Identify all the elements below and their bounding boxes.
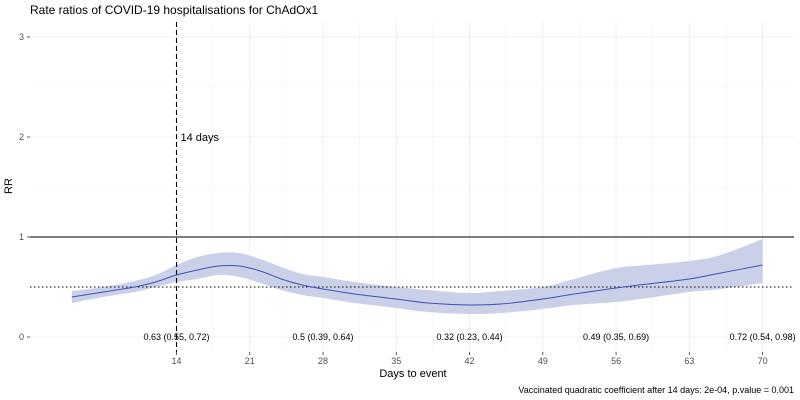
y-tick-label: 3	[19, 32, 24, 42]
x-tick-label: 70	[758, 356, 768, 366]
rr-annotation: 0.32 (0.23, 0.44)	[437, 332, 503, 342]
series-line	[71, 264, 763, 306]
x-tick-label: 35	[391, 356, 401, 366]
axis-ticks: 14 21 28 35 42 49 56 63 70 0 1 2 3	[19, 32, 768, 366]
x-tick-label: 56	[611, 356, 621, 366]
reference-line-label: 14 days	[181, 132, 220, 144]
ci-band	[71, 239, 763, 315]
chart-caption: Vaccinated quadratic coefficient after 1…	[518, 385, 794, 395]
confidence-band	[71, 239, 763, 315]
rr-annotation: 0.49 (0.35, 0.69)	[583, 332, 649, 342]
y-tick-label: 1	[19, 232, 24, 242]
x-tick-label: 49	[538, 356, 548, 366]
rr-line	[71, 264, 763, 306]
reference-lines: 14 days	[30, 22, 794, 352]
y-tick-label: 2	[19, 132, 24, 142]
rr-annotation: 0.72 (0.54, 0.98)	[730, 332, 796, 342]
rr-annotation: 0.5 (0.39, 0.64)	[293, 332, 354, 342]
chart-title: Rate ratios of COVID-19 hospitalisations…	[30, 3, 318, 17]
x-tick-label: 21	[245, 356, 255, 366]
annotations: 0.63 (0.55, 0.72) 0.5 (0.39, 0.64) 0.32 (0…	[143, 332, 795, 342]
x-tick-label: 28	[318, 356, 328, 366]
x-axis-title: Days to event	[379, 368, 446, 380]
y-tick-label: 0	[19, 332, 24, 342]
rr-annotation: 0.63 (0.55, 0.72)	[143, 332, 209, 342]
x-tick-label: 14	[172, 356, 182, 366]
x-tick-label: 42	[465, 356, 475, 366]
y-axis-title: RR	[3, 178, 15, 194]
x-tick-label: 63	[684, 356, 694, 366]
